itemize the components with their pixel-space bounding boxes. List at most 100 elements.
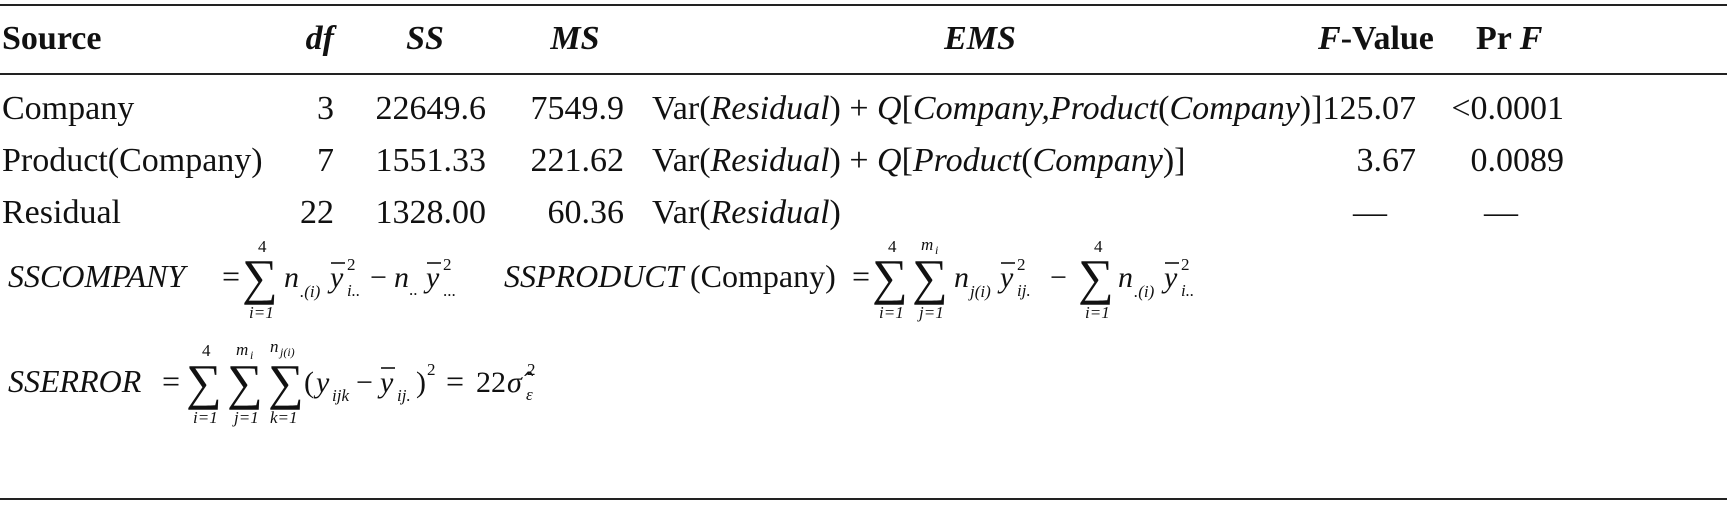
sum-upper-sub: i [935, 243, 938, 257]
header-f-value: F-Value [1318, 20, 1434, 57]
row-company-source: Company [2, 90, 135, 127]
minus-sign: − [370, 261, 387, 294]
sum-upper: m [921, 235, 933, 254]
sum-sign-icon: ∑ [912, 249, 948, 305]
row-residual-f-value: — [1353, 194, 1387, 231]
sum-sign-icon: ∑ [186, 354, 222, 410]
superscript: 2 [347, 255, 356, 274]
minus-sign: − [356, 366, 373, 399]
sum-sign-icon: ∑ [268, 354, 304, 410]
subscript: ε [526, 385, 533, 404]
term-ybar: y [327, 261, 344, 294]
row-company-df: 3 [317, 90, 334, 127]
ssproduct-lhs: SSPRODUCT [504, 258, 686, 294]
term: n [284, 261, 299, 294]
row-company-pr-f: <0.0001 [1451, 90, 1564, 127]
equals-sign: = [162, 363, 180, 399]
sum-lower: j=1 [917, 303, 944, 322]
header-ems: EMS [944, 20, 1016, 57]
row-company-f-value: 125.07 [1322, 90, 1417, 127]
sum-upper: 4 [202, 341, 211, 360]
subscript: .(i) [300, 282, 321, 301]
row-residual-ems: Var(Residual) Var(Residual) [652, 194, 841, 231]
sum-upper: 4 [888, 237, 897, 256]
term: n [954, 261, 969, 294]
sum-lower: i=1 [193, 408, 218, 427]
row-product-ems: Var(Residual) + Q[Product(Company)] Var(… [652, 142, 1186, 179]
sum-upper: n [270, 337, 279, 356]
sum-sign-icon: ∑ [227, 354, 263, 410]
equals-sign: = [446, 363, 464, 399]
sum-lower: k=1 [270, 408, 298, 427]
term-ybar: y [377, 366, 394, 399]
superscript: 2 [427, 360, 436, 379]
header-ms: MS [550, 20, 600, 57]
term: n [394, 261, 409, 294]
table-bottom-rule [0, 498, 1727, 500]
row-company-ems: Var(Residual) + Q[Company,Product(Compan… [652, 90, 1323, 127]
subscript: i.. [1181, 281, 1194, 300]
row-product-df: 7 [317, 142, 334, 179]
term: y [313, 366, 330, 399]
formula-sserror: SSERROR = 4 ∑ i=1 m i ∑ j=1 n j(i) ∑ k=1… [8, 337, 536, 427]
sum-lower: i=1 [879, 303, 904, 322]
rhs-coefficient: 22 [476, 366, 506, 399]
equals-sign: = [222, 258, 240, 294]
header-source: Source [2, 20, 102, 57]
sum-upper: 4 [258, 237, 267, 256]
subscript: ijk [332, 386, 349, 405]
subscript: ij. [397, 386, 411, 405]
superscript: 2 [443, 255, 452, 274]
paren-open: ( [304, 366, 314, 399]
subscript: .. [409, 280, 418, 299]
sscompany-lhs: SSCOMPANY [8, 258, 188, 294]
header-ss: SS [406, 20, 444, 57]
formula-sscompany: SSCOMPANY = 4 ∑ i=1 n .(i) y 2 i.. − n .… [8, 237, 456, 322]
sum-lower: j=1 [232, 408, 259, 427]
row-company-ms: 7549.9 [530, 90, 625, 127]
sum-sign-icon: ∑ [242, 249, 278, 305]
term-ybar: y [1161, 261, 1178, 294]
formula-ssproduct: SSPRODUCT (Company) = 4 ∑ i=1 m i ∑ j=1 … [504, 235, 1194, 322]
table-header-rule [0, 73, 1727, 75]
term-ybar: y [997, 261, 1014, 294]
row-product-ms: 221.62 [530, 142, 625, 179]
paren-close: ) [416, 366, 426, 399]
term-ybar: y [423, 261, 440, 294]
superscript: 2 [1181, 255, 1190, 274]
sum-upper: 4 [1094, 237, 1103, 256]
row-residual-pr-f: — [1484, 194, 1518, 231]
subscript: ... [443, 281, 456, 300]
sum-lower: i=1 [249, 303, 274, 322]
ssproduct-lhs-arg: (Company) [690, 258, 836, 294]
row-residual-ms: 60.36 [547, 194, 625, 231]
equals-sign: = [852, 258, 870, 294]
sum-sign-icon: ∑ [1078, 249, 1114, 305]
row-product-ss: 1551.33 [375, 142, 487, 179]
row-product-f-value: 3.67 [1356, 142, 1417, 179]
subscript: ij. [1017, 281, 1031, 300]
superscript: 2 [1017, 255, 1026, 274]
row-product-source: Product(Company) [2, 142, 263, 179]
header-df: df [305, 20, 334, 57]
sum-upper-sub: j(i) [278, 345, 295, 359]
superscript: 2 [527, 360, 536, 379]
row-residual-source: Residual [2, 194, 121, 231]
minus-sign: − [1050, 261, 1067, 294]
subscript: i.. [347, 281, 360, 300]
subscript: j(i) [968, 282, 991, 301]
header-pr-f: Pr F [1476, 20, 1543, 57]
sum-upper-sub: i [250, 348, 253, 362]
row-product-pr-f: 0.0089 [1470, 142, 1565, 179]
row-residual-ss: 1328.00 [375, 194, 487, 231]
row-company-ss: 22649.6 [375, 90, 487, 127]
sum-sign-icon: ∑ [872, 249, 908, 305]
table-top-rule [0, 4, 1727, 6]
subscript: .(i) [1134, 282, 1155, 301]
term: n [1118, 261, 1133, 294]
sserror-lhs: SSERROR [8, 363, 142, 399]
sum-lower: i=1 [1085, 303, 1110, 322]
row-residual-df: 22 [300, 194, 334, 231]
sum-upper: m [236, 340, 248, 359]
